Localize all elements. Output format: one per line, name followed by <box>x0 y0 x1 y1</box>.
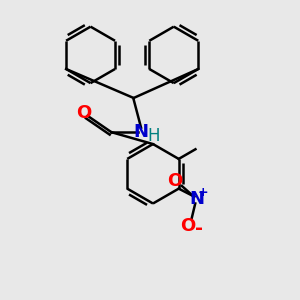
Text: N: N <box>134 123 148 141</box>
Text: O: O <box>167 172 182 190</box>
Text: +: + <box>198 186 208 199</box>
Text: H: H <box>147 127 160 145</box>
Text: N: N <box>189 190 204 208</box>
Text: O: O <box>180 218 195 236</box>
Text: O: O <box>76 104 92 122</box>
Text: -: - <box>195 219 203 238</box>
